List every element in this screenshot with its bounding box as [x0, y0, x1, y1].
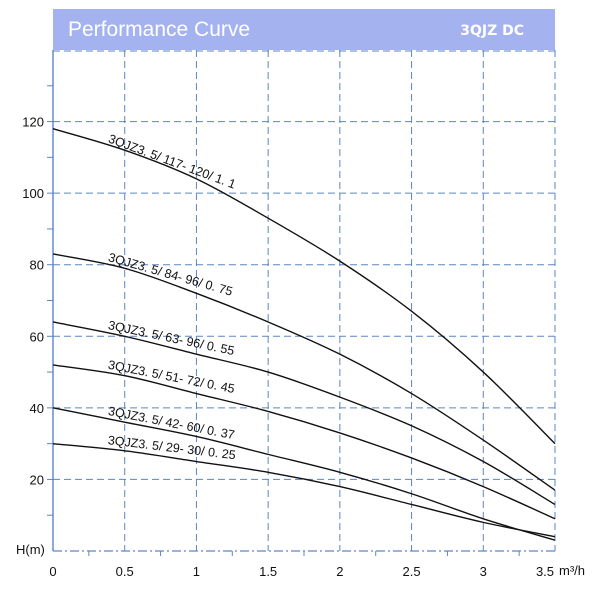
x-tick-label: 2.5 — [403, 564, 421, 579]
x-tick-label: 2 — [336, 564, 343, 579]
x-tick-label: 3 — [480, 564, 487, 579]
curve-label-2: 3QJZ3. 5/ 84- 96/ 0. 75 — [107, 250, 235, 298]
x-tick-label: 1.5 — [259, 564, 277, 579]
y-tick-label: 20 — [30, 472, 44, 487]
curve-label-1: 3QJZ3. 5/ 117- 120/ 1. 1 — [107, 132, 238, 192]
curve-line — [52, 128, 556, 445]
y-axis-label: H(m) — [16, 542, 45, 557]
y-tick-label: 40 — [30, 401, 44, 416]
curve-line — [52, 321, 556, 506]
curves — [52, 128, 556, 541]
x-tick-label: 0 — [49, 564, 56, 579]
y-tick-label: 100 — [22, 186, 44, 201]
y-tick-label: 80 — [30, 258, 44, 273]
curve-line — [52, 442, 556, 538]
x-tick-label: 1 — [193, 564, 200, 579]
y-tick-label: 120 — [22, 115, 44, 130]
curve-line — [52, 364, 556, 520]
x-tick-label: 3.5 — [536, 564, 554, 579]
x-tick-label: 0.5 — [116, 564, 134, 579]
axes: 0 0.5 1 1.5 2 2.5 3 3.5 20 40 60 80 100 120 — [22, 85, 555, 579]
model-label: 3QJZ DC — [460, 23, 524, 39]
y-tick-label: 60 — [30, 329, 44, 344]
header-bar — [53, 9, 555, 50]
curve-label-3: 3QJZ3. 5/ 63- 96/ 0. 55 — [107, 318, 236, 358]
curve-line — [52, 253, 556, 491]
grid — [52, 50, 556, 551]
curve-line — [52, 407, 556, 541]
chart-title: Performance Curve — [68, 18, 250, 41]
curve-labels: 3QJZ3. 5/ 117- 120/ 1. 1 3QJZ3. 5/ 84- 96… — [107, 132, 238, 463]
x-axis-label: m³/h — [559, 563, 585, 578]
curve-label-4: 3QJZ3. 5/ 51- 72/ 0. 45 — [107, 358, 236, 396]
